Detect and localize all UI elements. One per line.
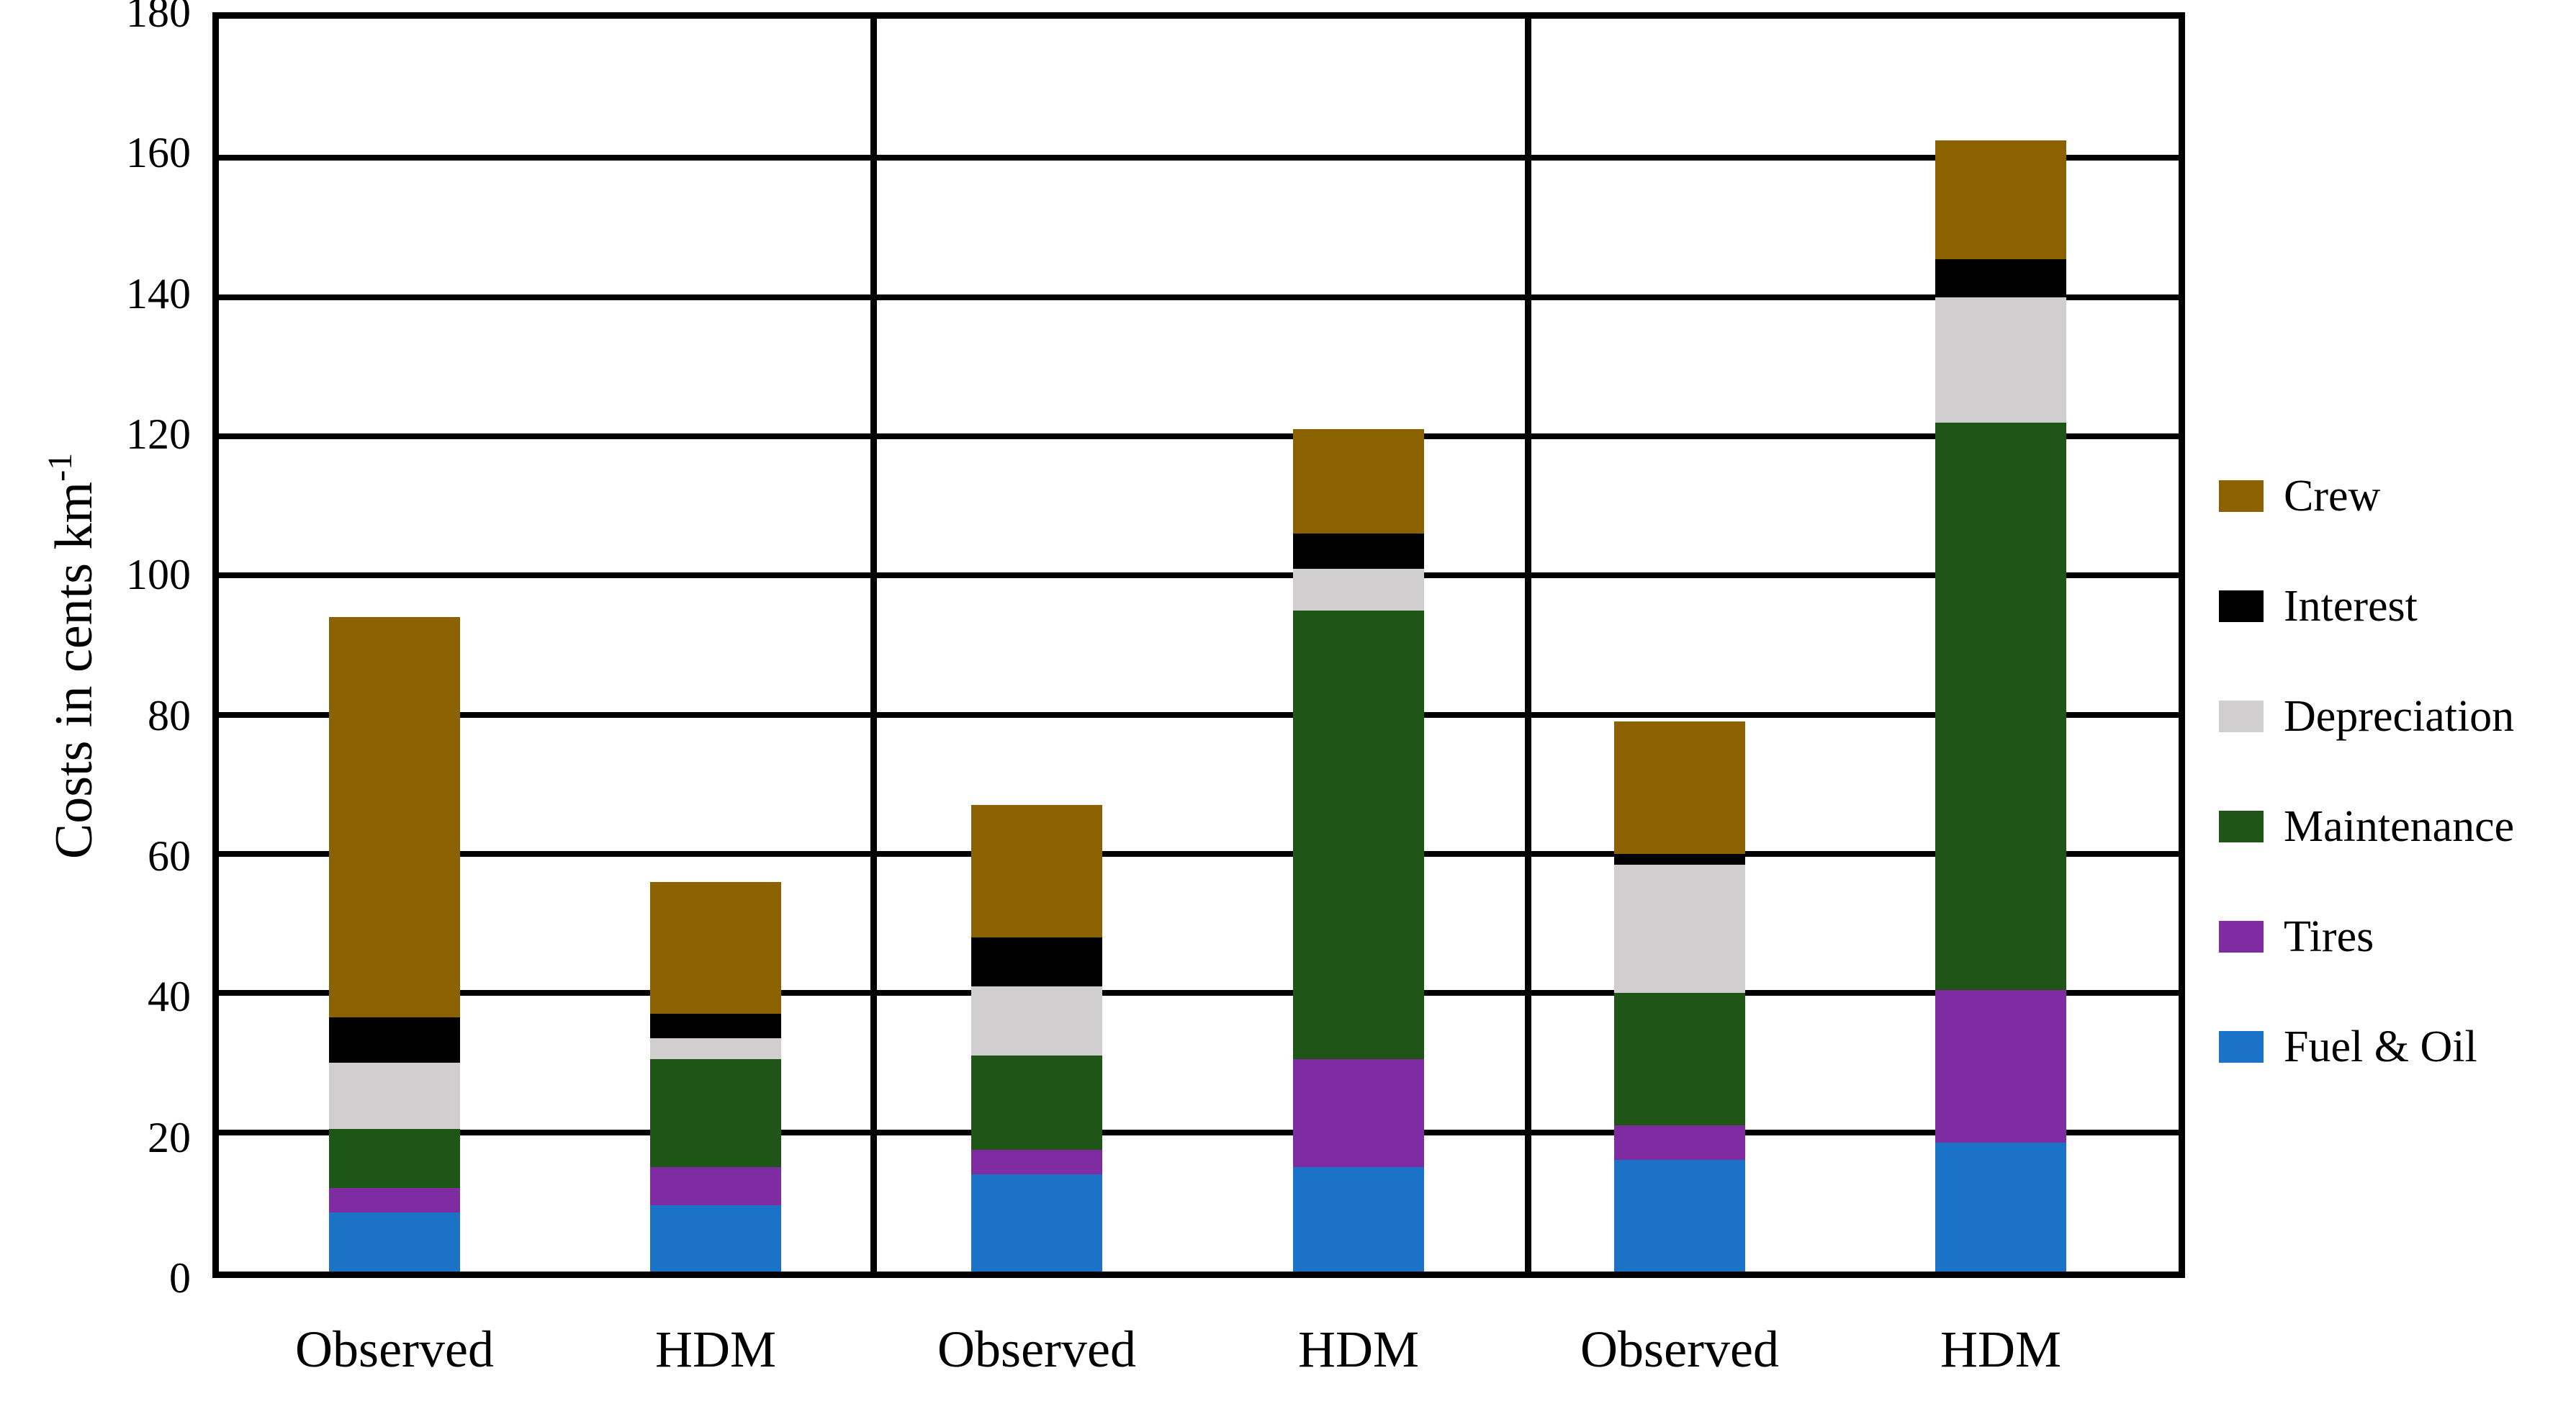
bar-segment-interest	[650, 1014, 781, 1039]
y-tick-label: 120	[126, 410, 191, 458]
bar-segment-tires	[329, 1188, 460, 1212]
bar-segment-maintenance	[1935, 422, 2066, 990]
bar-segment-fuel-oil	[650, 1205, 781, 1272]
gridline	[219, 1130, 2179, 1135]
y-tick-label: 100	[126, 551, 191, 598]
legend-swatch-fuel-oil	[2219, 1030, 2264, 1063]
gridline	[219, 712, 2179, 718]
bar-segment-crew	[971, 805, 1102, 937]
bar-segment-crew	[1614, 721, 1745, 854]
bar-segment-interest	[1293, 534, 1424, 569]
legend-swatch-crew	[2219, 480, 2264, 512]
y-tick-label: 40	[148, 973, 191, 1020]
bar-segment-maintenance	[650, 1059, 781, 1167]
bar-segment-maintenance	[1293, 610, 1424, 1060]
bar-segment-fuel-oil	[1614, 1160, 1745, 1272]
y-tick-label: 140	[126, 270, 191, 318]
x-category-label: HDM	[654, 1320, 776, 1378]
bar-segment-depreciation	[650, 1038, 781, 1060]
bar-segment-interest	[971, 937, 1102, 986]
legend-item: Depreciation	[2219, 661, 2514, 771]
bar-segment-crew	[1935, 140, 2066, 259]
bar-segment-tires	[971, 1149, 1102, 1174]
bar-segment-tires	[1614, 1125, 1745, 1161]
legend-label: Interest	[2284, 581, 2418, 631]
gridline	[219, 851, 2179, 857]
bar-segment-interest	[1614, 854, 1745, 865]
x-category-label: Observed	[295, 1320, 494, 1378]
legend-item: Fuel & Oil	[2219, 991, 2514, 1102]
gridline	[219, 294, 2179, 300]
bar-segment-depreciation	[971, 986, 1102, 1056]
y-tick-label: 20	[148, 1114, 191, 1161]
panel-divider	[870, 19, 877, 1272]
bar-segment-tires	[650, 1167, 781, 1206]
gridline	[219, 572, 2179, 578]
bar-segment-fuel-oil	[1935, 1143, 2066, 1272]
bar-segment-tires	[1293, 1059, 1424, 1167]
y-tick-label: 160	[126, 129, 191, 176]
bar-segment-fuel-oil	[971, 1174, 1102, 1272]
legend-item: Crew	[2219, 441, 2514, 551]
bar-segment-depreciation	[329, 1063, 460, 1129]
bar-segment-tires	[1935, 989, 2066, 1143]
bar-segment-maintenance	[329, 1128, 460, 1188]
x-category-label: Observed	[937, 1320, 1136, 1378]
gridline	[219, 433, 2179, 439]
legend-label: Fuel & Oil	[2284, 1022, 2477, 1071]
legend-swatch-depreciation	[2219, 700, 2264, 732]
legend-swatch-maintenance	[2219, 810, 2264, 842]
plot-area	[212, 12, 2185, 1278]
legend-item: Maintenance	[2219, 771, 2514, 881]
legend-label: Tires	[2284, 912, 2374, 961]
gridline	[219, 990, 2179, 996]
bar-segment-crew	[1293, 429, 1424, 534]
bar-segment-crew	[329, 617, 460, 1018]
legend: Crew Interest Depreciation Maintenance Tires…	[2219, 441, 2514, 1102]
legend-label: Depreciation	[2284, 691, 2515, 741]
bar-segment-depreciation	[1614, 864, 1745, 994]
x-category-label: Observed	[1580, 1320, 1779, 1378]
x-category-label: HDM	[1297, 1320, 1419, 1378]
bar-segment-maintenance	[1614, 993, 1745, 1125]
legend-label: Maintenance	[2284, 801, 2515, 851]
bar-segment-fuel-oil	[1293, 1167, 1424, 1272]
y-tick-label: 60	[148, 832, 191, 880]
y-tick-label: 80	[148, 692, 191, 739]
bar-segment-interest	[1935, 258, 2066, 297]
bar-segment-crew	[650, 881, 781, 1014]
panel-divider	[1525, 19, 1531, 1272]
x-category-label: HDM	[1940, 1320, 2061, 1378]
bar-segment-maintenance	[971, 1056, 1102, 1150]
legend-swatch-interest	[2219, 590, 2264, 622]
y-axis-title-text: Costs in cents km	[45, 481, 104, 860]
gridline	[219, 155, 2179, 161]
legend-swatch-tires	[2219, 920, 2264, 953]
legend-item: Interest	[2219, 551, 2514, 661]
bar-segment-depreciation	[1935, 297, 2066, 423]
bar-segment-interest	[329, 1017, 460, 1063]
y-tick-label: 0	[169, 1254, 191, 1302]
bar-segment-fuel-oil	[329, 1212, 460, 1272]
y-tick-label: 180	[126, 0, 191, 36]
bar-segment-depreciation	[1293, 568, 1424, 611]
legend-label: Crew	[2284, 471, 2381, 521]
y-axis-title-superscript: -1	[41, 452, 79, 482]
legend-item: Tires	[2219, 881, 2514, 991]
